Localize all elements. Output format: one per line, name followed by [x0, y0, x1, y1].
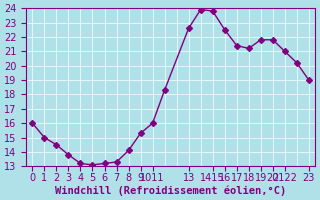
X-axis label: Windchill (Refroidissement éolien,°C): Windchill (Refroidissement éolien,°C): [55, 185, 286, 196]
